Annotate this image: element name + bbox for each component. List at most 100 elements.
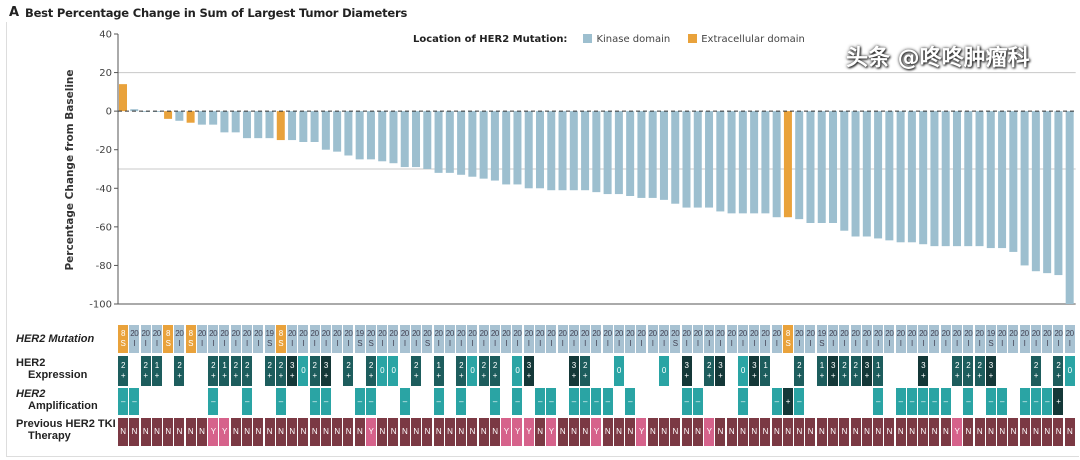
expression-cell-text: 1	[436, 361, 441, 370]
tki-cell-text: N	[480, 427, 487, 436]
tki-cell: N	[613, 418, 624, 446]
expression-cell: 0	[298, 356, 309, 386]
expression-cell-text: +	[819, 371, 825, 380]
mutation-cell: 20 I	[1053, 325, 1064, 353]
bar-kinase	[468, 111, 477, 177]
expression-cell-text: 2	[143, 361, 148, 370]
tki-cell: N	[287, 418, 298, 446]
expression-cell: 2 +	[140, 356, 151, 386]
expression-cell-text: +	[875, 371, 881, 380]
tki-cell-text: N	[424, 427, 431, 436]
mutation-cell: 20 I	[692, 325, 703, 353]
tki-cell-text: N	[751, 427, 757, 436]
mutation-cell-text: 20	[569, 329, 579, 338]
bar-kinase	[964, 111, 973, 247]
row-label-expression-line1: HER2	[16, 357, 46, 369]
tki-cell-text: Y	[514, 427, 520, 436]
mutation-cell: 20 I	[974, 325, 985, 353]
expression-cell-text: +	[222, 371, 227, 380]
mutation-cell-text: 20	[907, 329, 917, 338]
expression-cell-text: 3	[526, 361, 531, 370]
tki-cell: N	[929, 418, 940, 446]
amplification-cell-text: –	[774, 396, 779, 406]
mutation-cell-text: 20	[941, 329, 951, 338]
expression-cell-text: +	[853, 371, 858, 380]
y-tick-label: -40	[96, 184, 112, 195]
amplification-cell: –	[546, 388, 557, 415]
bar-kinase	[829, 111, 838, 223]
amplification-cell: –	[208, 388, 219, 415]
tki-cell: N	[997, 418, 1008, 446]
mutation-cell-text: I	[708, 339, 710, 348]
row-label-mutation: HER2 Mutation	[16, 333, 94, 345]
mutation-cell: 20 I	[805, 325, 816, 353]
bar-kinase	[705, 111, 714, 208]
tki-cell-text: N	[841, 427, 848, 436]
mutation-cell-text: 20	[310, 329, 320, 338]
mutation-cell-text: 20	[1065, 329, 1075, 338]
mutation-cell: 19 S	[264, 325, 275, 353]
amplification-cell-text: –	[323, 396, 328, 406]
tki-cell-text: N	[458, 427, 464, 436]
mutation-cell: 20 I	[940, 325, 951, 353]
bar-kinase	[817, 111, 826, 223]
bar-kinase	[1043, 111, 1052, 274]
tki-cell-text: N	[469, 427, 476, 436]
expression-cell-text: 2	[211, 361, 216, 370]
y-tick-label: -100	[89, 300, 112, 311]
tki-cell: Y	[219, 418, 230, 446]
tki-cell: N	[456, 418, 467, 446]
amplification-cell-text: –	[684, 396, 689, 406]
bar-kinase	[862, 111, 871, 237]
mutation-cell-text: I	[324, 339, 327, 348]
mutation-cell-text: I	[437, 339, 440, 348]
mutation-cell-text: I	[719, 339, 722, 348]
expression-cell-text: 3	[323, 361, 328, 370]
mutation-cell-text: I	[550, 339, 553, 348]
mutation-cell-text: 20	[468, 329, 477, 338]
mutation-cell-text: 20	[750, 329, 759, 338]
tki-cell-text: N	[909, 427, 915, 436]
tki-cell: N	[873, 418, 884, 446]
mutation-cell-text: I	[606, 339, 609, 348]
amplification-cell-text: –	[571, 396, 576, 406]
bar-kinase	[490, 111, 499, 181]
expression-cell: 2 +	[174, 356, 185, 386]
tki-cell: N	[151, 418, 162, 446]
expression-cell-text: +	[842, 371, 847, 380]
tki-cell-text: N	[582, 427, 588, 436]
bar-kinase	[637, 111, 646, 198]
expression-cell-text: +	[120, 371, 126, 380]
tki-cell-text: N	[649, 427, 656, 436]
tki-cell: N	[828, 418, 838, 446]
tki-cell-text: N	[740, 427, 746, 436]
bar-kinase	[333, 111, 342, 152]
mutation-cell-text: I	[685, 339, 688, 348]
mutation-cell: 19 S	[985, 325, 996, 353]
mutation-cell-text: 19	[265, 329, 274, 338]
tki-cell-text: N	[897, 427, 904, 436]
mutation-cell-text: S	[368, 339, 374, 348]
tki-cell-text: N	[931, 427, 938, 436]
bar-kinase	[930, 111, 939, 247]
amplification-cell: –	[963, 388, 974, 415]
mutation-cell-text: I	[1068, 339, 1071, 348]
expression-cell: 2 +	[850, 356, 861, 386]
tki-cell-text: N	[390, 427, 397, 436]
tki-cell-text: N	[199, 427, 205, 436]
mutation-cell-text: I	[1046, 339, 1049, 348]
y-tick-label: -80	[96, 261, 112, 272]
expression-cell: 3 +	[985, 356, 996, 386]
amplification-cell: –	[918, 388, 929, 415]
mutation-cell-text: 20	[727, 329, 737, 338]
mutation-cell-text: I	[910, 339, 913, 348]
bar-kinase	[569, 111, 578, 191]
bar-kinase	[513, 111, 522, 185]
mutation-cell: 20 I	[377, 325, 388, 353]
amplification-cell: –	[433, 388, 444, 415]
expression-cell-text: 2	[797, 361, 802, 370]
mutation-cell-text: 20	[333, 329, 342, 338]
mutation-cell-text: I	[696, 339, 699, 348]
